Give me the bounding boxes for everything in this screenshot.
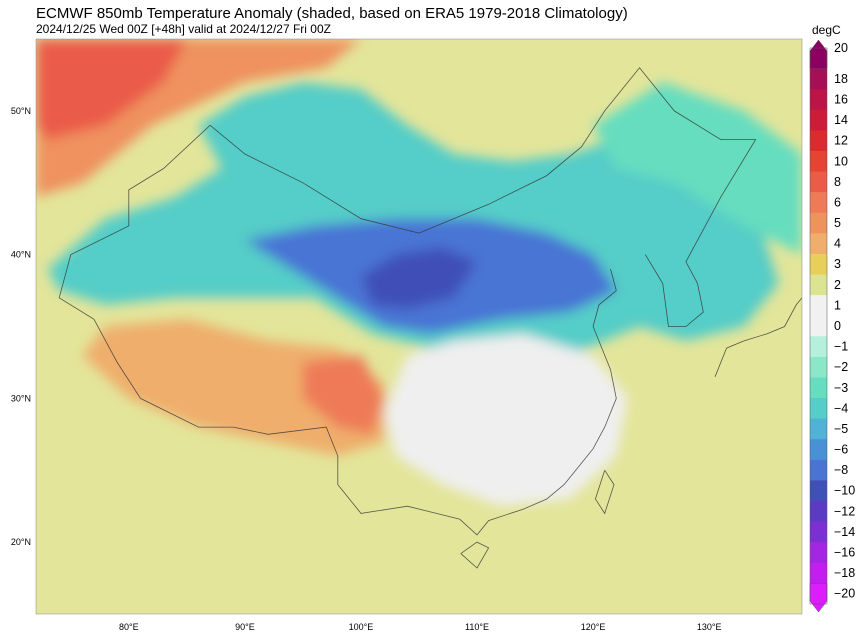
lat-label-30: 30°N [11,393,31,403]
lat-label-40: 40°N [11,250,31,260]
colorbar-frame [809,47,828,605]
colorbar-label: 4 [834,237,841,251]
korean-peninsula [644,218,710,327]
lon-label-130: 130°E [697,622,722,632]
colorbar-cell [810,336,827,358]
colorbar-label: 5 [834,216,841,230]
colorbar-cell [810,521,827,543]
colorbar-cell [810,398,827,420]
colorbar-label: 1 [834,298,841,312]
colorbar-label: 6 [834,195,841,209]
colorbar-label: −20 [834,587,855,601]
colorbar-label: −5 [834,422,848,436]
lon-label-110: 110°E [465,622,489,632]
colorbar-cell [810,356,827,378]
colorbar-cell-top [809,39,828,69]
colorbar-label: −1 [834,340,848,354]
colorbar-cell [810,459,827,481]
colorbar-cell [810,89,827,111]
colorbar-cell [810,480,827,502]
colorbar-cell [810,439,827,461]
colorbar-label: 14 [834,113,848,127]
latitude-labels: 50°N 40°N 30°N 20°N [11,106,31,547]
anomaly-region-warm-plateau-core [302,355,385,435]
colorbar-label: −2 [834,360,848,374]
border-western [58,125,460,520]
map-subtitle: 2024/12/25 Wed 00Z [+48h] valid at 2024/… [36,22,331,36]
colorbar-cell [810,542,827,564]
lon-label-90: 90°E [235,622,255,632]
colorbar-cell [810,130,827,152]
colorbar-label: −3 [834,381,848,395]
colorbar-label: 18 [834,72,848,86]
colorbar-cell [810,295,827,317]
lon-label-80: 80°E [119,622,139,632]
colorbar-cell [810,150,827,172]
colorbar-label: −8 [834,463,848,477]
anomaly-region-warm-northwest-core [36,39,187,140]
border-northern [209,67,757,234]
colorbar-cell-bottom [809,583,828,613]
colorbar-cell [810,377,827,399]
map-frame [35,38,803,615]
colorbar-label: 2 [834,278,841,292]
colorbar-cell [810,109,827,131]
map-title: ECMWF 850mb Temperature Anomaly (shaded,… [36,5,628,22]
colorbar-cell [810,501,827,523]
hainan-outline [460,541,490,569]
colorbar-label: 20 [834,41,848,55]
colorbar-cell [810,233,827,255]
map-plot-area[interactable] [36,39,802,614]
anomaly-region-cold-core-east-deep [361,247,477,310]
colorbar-label: −10 [834,484,855,498]
anomaly-region-warm-plateau [82,319,385,456]
colorbar-cell [810,212,827,234]
lat-label-50: 50°N [11,106,31,116]
colorbar-unit: degC [812,23,841,37]
colorbar-label: 12 [834,134,848,148]
colorbar-label: −4 [834,401,848,415]
colorbar-label: −14 [834,525,855,539]
coastline-east-china [459,268,617,536]
colorbar-label: 3 [834,257,841,271]
anomaly-regions [36,39,802,507]
colorbar-label: 8 [834,175,841,189]
anomaly-region-cold-northeast [593,82,802,255]
colorbar-label: 0 [834,319,841,333]
taiwan-outline [594,470,615,515]
colorbar-cell [810,171,827,193]
boundary-lines [58,67,802,569]
colorbar-cell [810,274,827,296]
colorbar-cell [810,253,827,275]
anomaly-region-near-normal-east [384,333,628,507]
colorbar-label: −12 [834,504,855,518]
colorbar-cell [810,192,827,214]
colorbar-cell [810,315,827,337]
colorbar-cell [810,68,827,90]
colorbar-label: −6 [834,443,848,457]
colorbar-cell [810,418,827,440]
colorbar-label: −18 [834,566,855,580]
colorbar-label: −16 [834,546,855,560]
colorbar-label: 16 [834,93,848,107]
colorbar: degC 20181614121086543210−1−2−3−4−5−6−8−… [809,23,855,613]
lon-label-100: 100°E [349,622,374,632]
colorbar-label: 10 [834,154,848,168]
longitude-labels: 80°E 90°E 100°E 110°E 120°E 130°E [119,622,721,632]
lat-label-20: 20°N [11,537,31,547]
lon-label-120: 120°E [581,622,606,632]
japan-coast [714,297,802,377]
colorbar-cell [810,562,827,584]
